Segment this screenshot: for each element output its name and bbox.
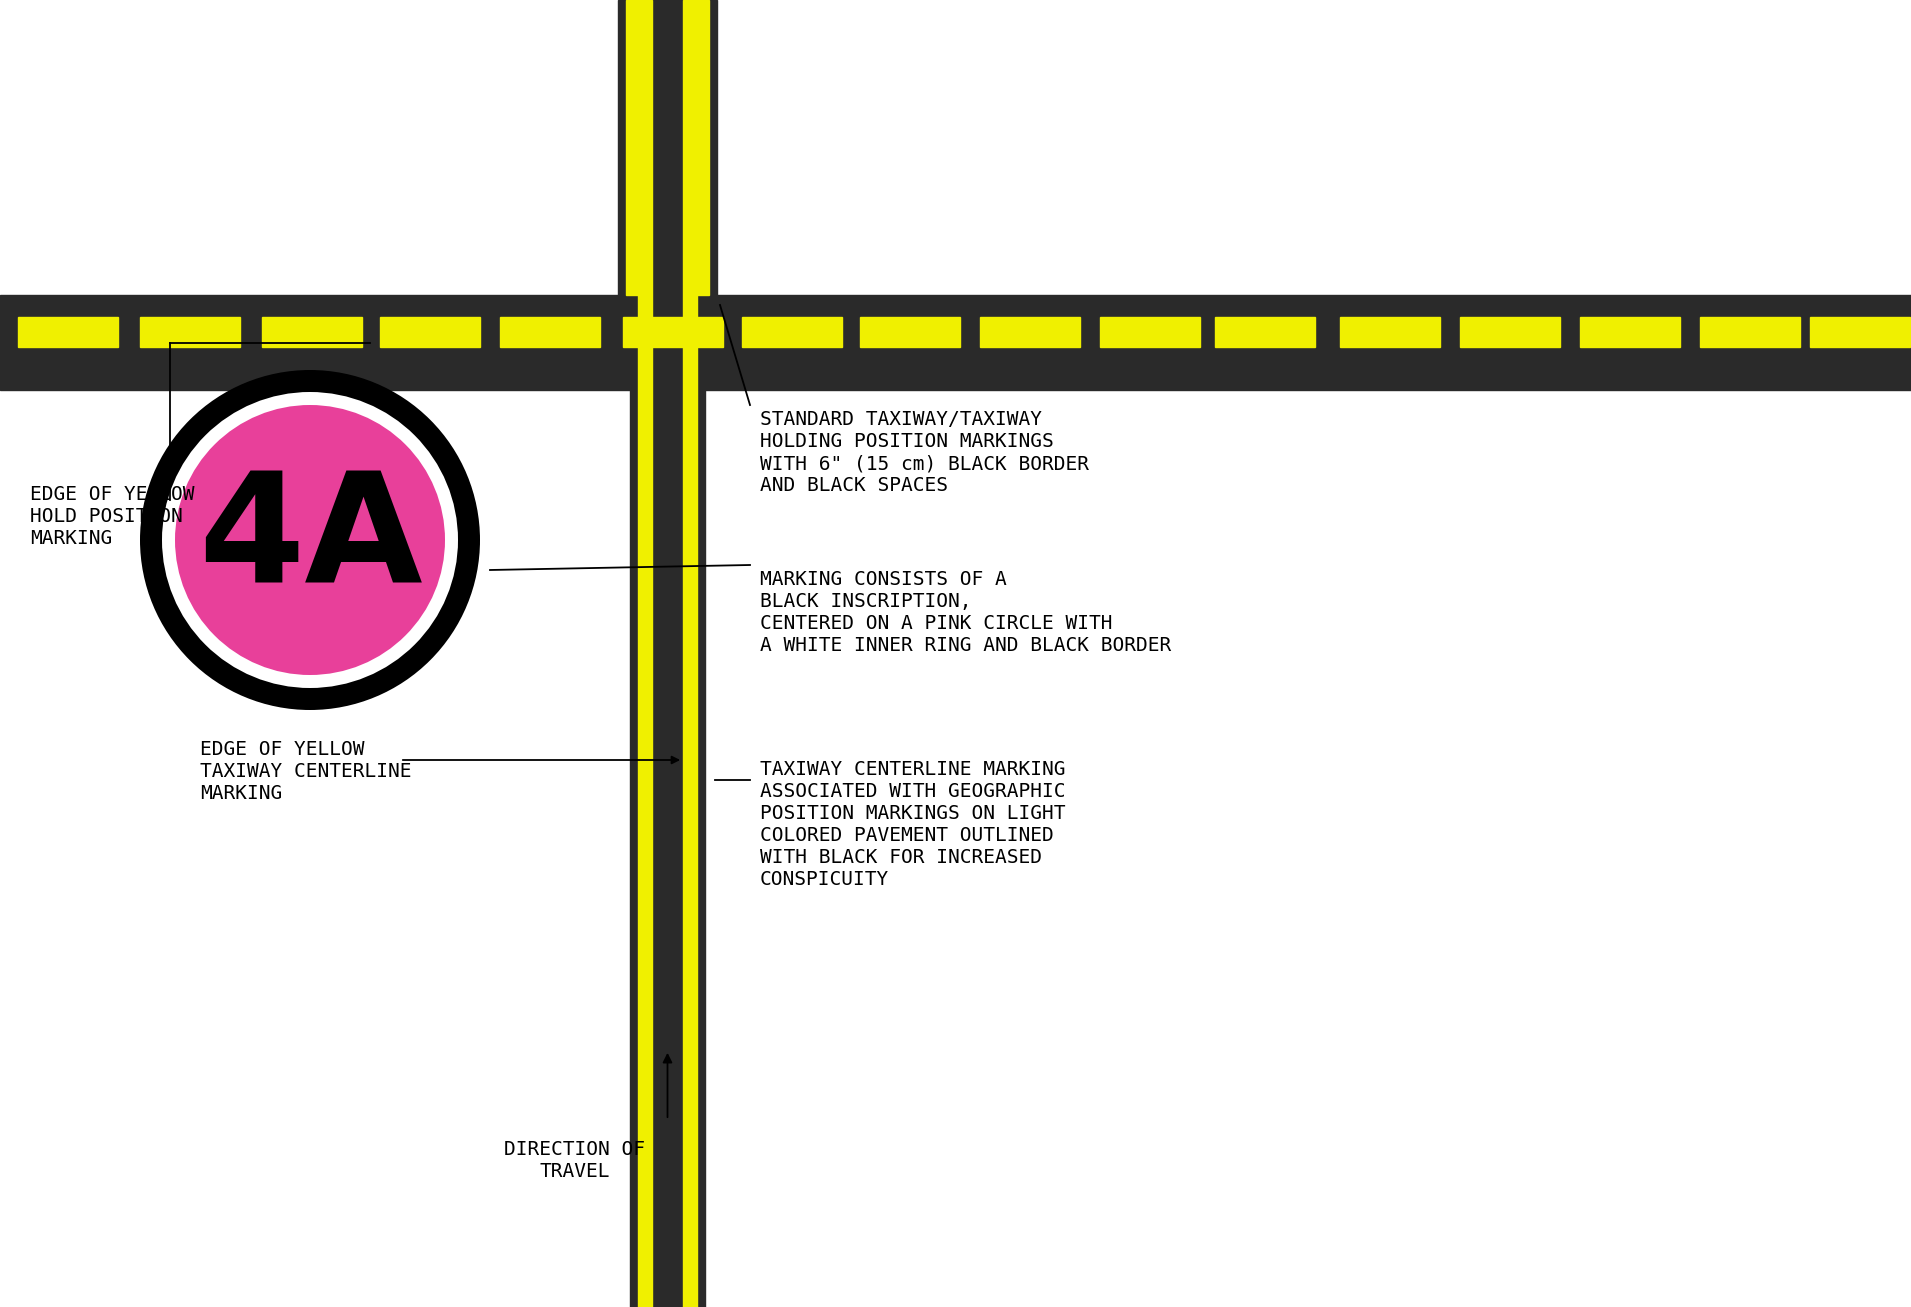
Bar bbox=[1460, 318, 1559, 346]
Bar bbox=[682, 0, 698, 1307]
Bar bbox=[0, 295, 1911, 389]
Ellipse shape bbox=[162, 392, 459, 687]
Bar bbox=[638, 0, 652, 1307]
Bar bbox=[696, 0, 709, 295]
Ellipse shape bbox=[176, 405, 445, 674]
Text: EDGE OF YELLOW
TAXIWAY CENTERLINE
MARKING: EDGE OF YELLOW TAXIWAY CENTERLINE MARKIN… bbox=[201, 740, 411, 802]
Text: DIRECTION OF
TRAVEL: DIRECTION OF TRAVEL bbox=[505, 1140, 646, 1182]
Bar bbox=[627, 0, 640, 295]
Bar bbox=[631, 0, 705, 1307]
Bar bbox=[617, 0, 717, 295]
Bar bbox=[623, 318, 722, 346]
Bar bbox=[1580, 318, 1680, 346]
Text: STANDARD TAXIWAY/TAXIWAY
HOLDING POSITION MARKINGS
WITH 6" (15 cm) BLACK BORDER
: STANDARD TAXIWAY/TAXIWAY HOLDING POSITIO… bbox=[761, 410, 1089, 495]
Bar bbox=[262, 318, 361, 346]
Bar bbox=[860, 318, 959, 346]
Ellipse shape bbox=[140, 370, 480, 710]
Text: 4A: 4A bbox=[197, 465, 422, 614]
Bar bbox=[1340, 318, 1441, 346]
Text: EDGE OF YELLOW
HOLD POSITION
MARKING: EDGE OF YELLOW HOLD POSITION MARKING bbox=[31, 485, 195, 548]
Bar bbox=[1701, 318, 1800, 346]
Text: TAXIWAY CENTERLINE MARKING
ASSOCIATED WITH GEOGRAPHIC
POSITION MARKINGS ON LIGHT: TAXIWAY CENTERLINE MARKING ASSOCIATED WI… bbox=[761, 759, 1066, 889]
Bar bbox=[1810, 318, 1909, 346]
Bar bbox=[1215, 318, 1315, 346]
Text: MARKING CONSISTS OF A
BLACK INSCRIPTION,
CENTERED ON A PINK CIRCLE WITH
A WHITE : MARKING CONSISTS OF A BLACK INSCRIPTION,… bbox=[761, 570, 1171, 655]
Bar bbox=[17, 318, 118, 346]
Bar bbox=[501, 318, 600, 346]
Bar bbox=[1101, 318, 1200, 346]
Bar bbox=[140, 318, 241, 346]
Bar bbox=[980, 318, 1080, 346]
Bar bbox=[380, 318, 480, 346]
Bar bbox=[741, 318, 843, 346]
